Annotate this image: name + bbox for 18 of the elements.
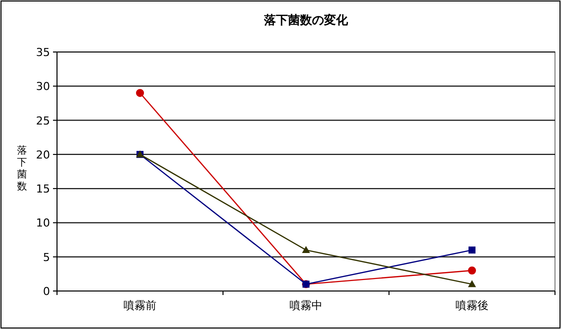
chart-title: 落下菌数の変化 bbox=[263, 13, 349, 27]
point bbox=[468, 266, 476, 275]
x-tick-label: 噴霧前 bbox=[124, 299, 156, 312]
x-tick-label: 噴霧後 bbox=[456, 299, 488, 312]
y-tick-label: 5 bbox=[43, 250, 50, 264]
y-axis-title: 落下菌数 bbox=[17, 144, 27, 192]
point bbox=[302, 246, 310, 254]
point bbox=[136, 88, 144, 97]
y-tick-label: 20 bbox=[36, 148, 50, 162]
x-tick-label: 噴霧中 bbox=[290, 299, 322, 312]
y-tick-label: 30 bbox=[36, 80, 50, 94]
y-tick-label: 10 bbox=[36, 216, 50, 230]
point bbox=[468, 246, 476, 254]
y-tick-label: 25 bbox=[36, 114, 50, 128]
y-tick-label: 15 bbox=[36, 182, 50, 196]
y-tick-label: 0 bbox=[43, 285, 50, 298]
y-tick-label: 35 bbox=[36, 46, 50, 59]
point bbox=[468, 280, 476, 288]
